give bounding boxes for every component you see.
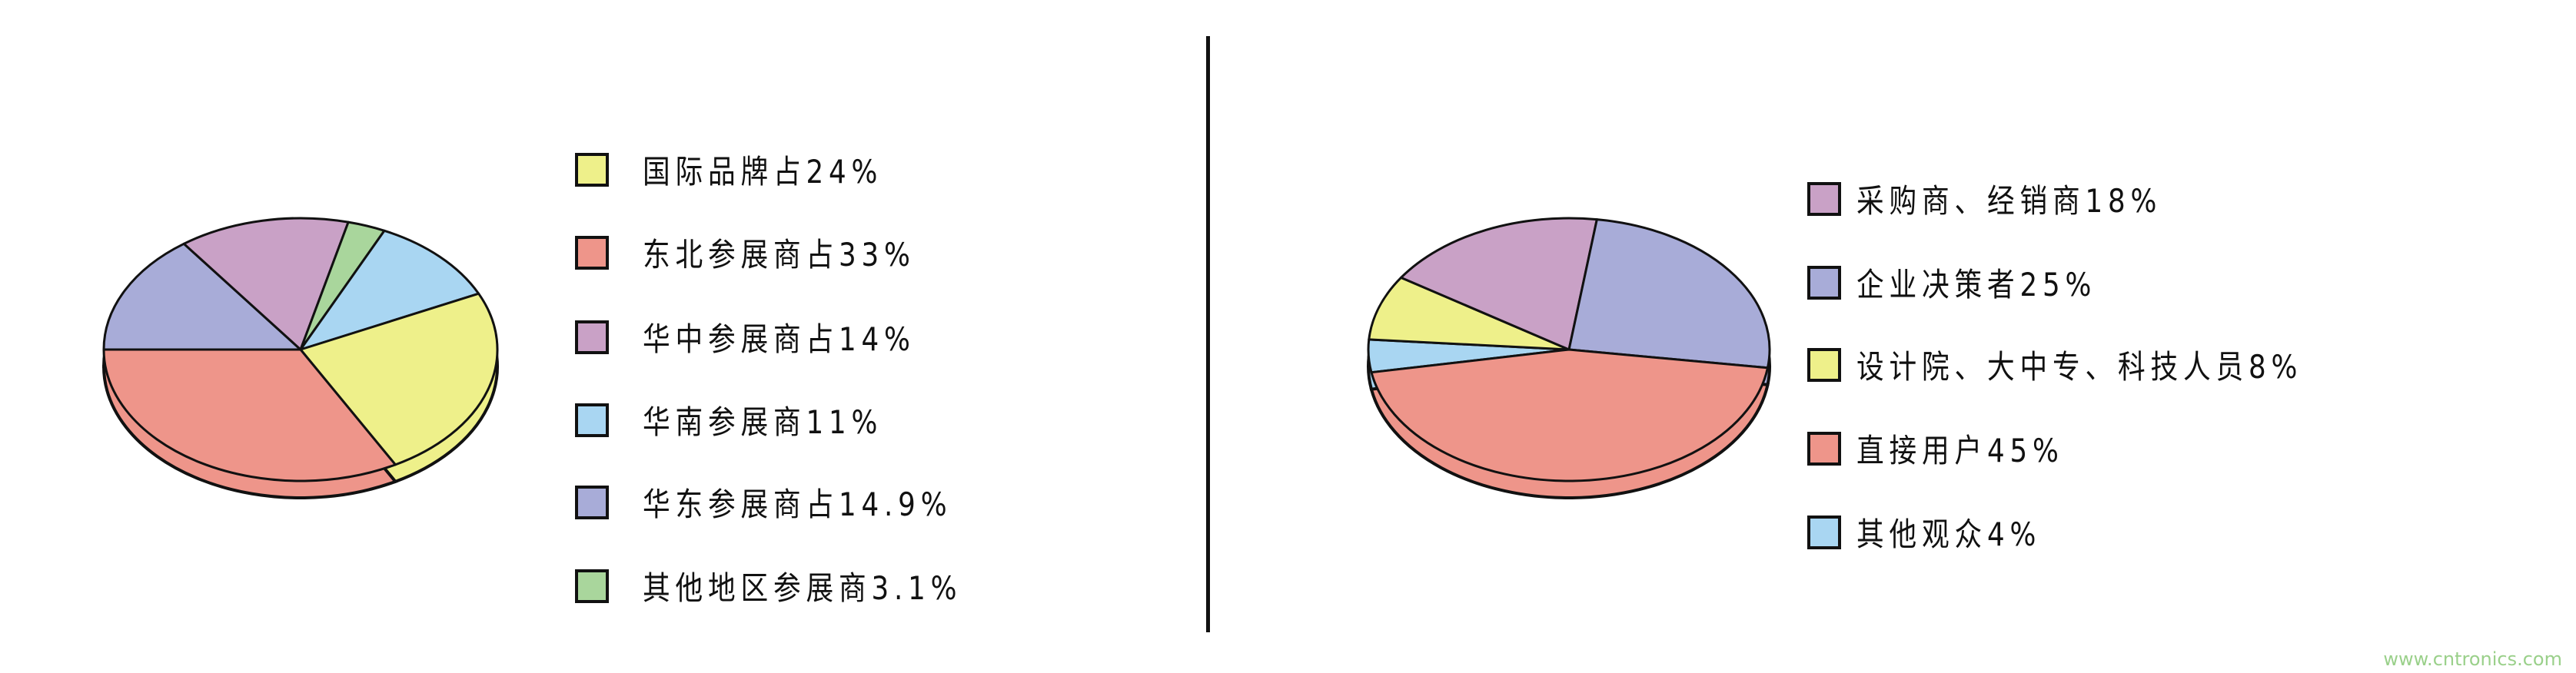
legend-swatch <box>1807 431 1841 466</box>
legend-swatch <box>575 569 609 603</box>
legend-swatch <box>1807 347 1841 382</box>
pie-slice <box>1567 218 1771 370</box>
legend-label: 其他观众4% <box>1856 516 2042 553</box>
legend-item: 直接用户45% <box>1807 425 2100 472</box>
legend-item: 华南参展商11% <box>575 396 925 443</box>
pie-slice <box>102 242 302 351</box>
legend-swatch <box>575 152 609 187</box>
legend-label: 华南参展商11% <box>643 403 883 441</box>
pie-slice <box>1368 276 1571 351</box>
legend-item: 采购商、经销商18% <box>1807 175 2215 222</box>
legend-label: 其他地区参展商3.1% <box>643 569 962 607</box>
legend-item: 华东参展商占14.9% <box>575 479 1006 525</box>
legend-label: 国际品牌占24% <box>643 153 883 191</box>
pie-slice <box>102 348 397 482</box>
legend-label: 设计院、大中专、科技人员8% <box>1856 348 2303 386</box>
legend-swatch <box>575 403 609 437</box>
watermark: www.cntronics.com <box>2383 648 2562 670</box>
legend-label: 企业决策者25% <box>1856 266 2097 303</box>
legend-label: 华中参展商占14% <box>643 320 916 358</box>
legend-item: 其他地区参展商3.1% <box>575 562 1019 609</box>
legend-label: 直接用户45% <box>1856 432 2064 469</box>
legend-swatch <box>1807 181 1841 216</box>
legend-swatch <box>1807 515 1841 549</box>
legend-label: 华东参展商占14.9% <box>643 486 952 523</box>
legend-item: 国际品牌占24% <box>575 146 925 193</box>
pie-slice <box>1400 217 1598 351</box>
pie-slice <box>299 292 499 466</box>
pie-chart-1 <box>101 217 499 499</box>
legend-swatch <box>575 485 609 519</box>
legend-item: 东北参展商占33% <box>575 229 963 276</box>
divider <box>1206 36 1210 632</box>
legend-label: 东北参展商占33% <box>643 236 916 274</box>
pie-slice <box>182 217 350 351</box>
legend-swatch <box>575 235 609 270</box>
legend-item: 华中参展商占14% <box>575 313 963 360</box>
pie-slice <box>1370 348 1769 482</box>
legend-swatch <box>575 320 609 354</box>
legend-swatch <box>1807 265 1841 300</box>
pie-chart-2 <box>1367 217 1771 499</box>
legend-label: 采购商、经销商18% <box>1856 182 2162 220</box>
legend-item: 其他观众4% <box>1807 509 2074 555</box>
legend-item: 企业决策者25% <box>1807 259 2139 306</box>
legend-item: 设计院、大中专、科技人员8% <box>1807 341 2382 388</box>
pie-slice <box>299 229 480 351</box>
